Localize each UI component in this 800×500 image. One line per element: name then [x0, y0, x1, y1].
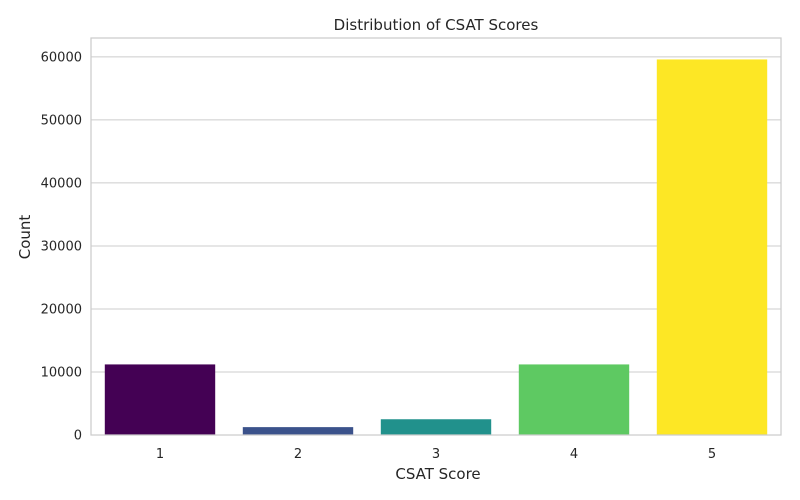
chart-title: Distribution of CSAT Scores [334, 16, 539, 34]
bar-1 [104, 364, 216, 435]
y-tick-label-2: 20000 [41, 302, 82, 317]
y-tick-label-5: 50000 [41, 113, 82, 128]
bar-4 [518, 364, 630, 435]
x-tick-label-4: 4 [570, 447, 578, 462]
y-tick-labels: 0 10000 20000 30000 40000 50000 60000 [41, 50, 82, 443]
x-axis-label: CSAT Score [395, 465, 480, 483]
y-tick-label-0: 0 [74, 429, 82, 444]
x-tick-label-5: 5 [708, 447, 716, 462]
y-tick-label-6: 60000 [41, 50, 82, 65]
bar-5 [656, 59, 768, 436]
y-tick-label-1: 10000 [41, 365, 82, 380]
plot-frame [90, 37, 782, 436]
x-tick-label-2: 2 [294, 447, 302, 462]
y-tick-label-3: 30000 [41, 239, 82, 254]
bars-layer [104, 59, 768, 436]
x-tick-label-1: 1 [156, 447, 164, 462]
bar-2 [242, 427, 354, 435]
x-tick-labels: 1 2 3 4 5 [156, 447, 716, 462]
x-tick-label-3: 3 [432, 447, 440, 462]
bar-3 [380, 419, 492, 435]
y-axis-label: Count [16, 215, 34, 260]
y-tick-label-4: 40000 [41, 176, 82, 191]
